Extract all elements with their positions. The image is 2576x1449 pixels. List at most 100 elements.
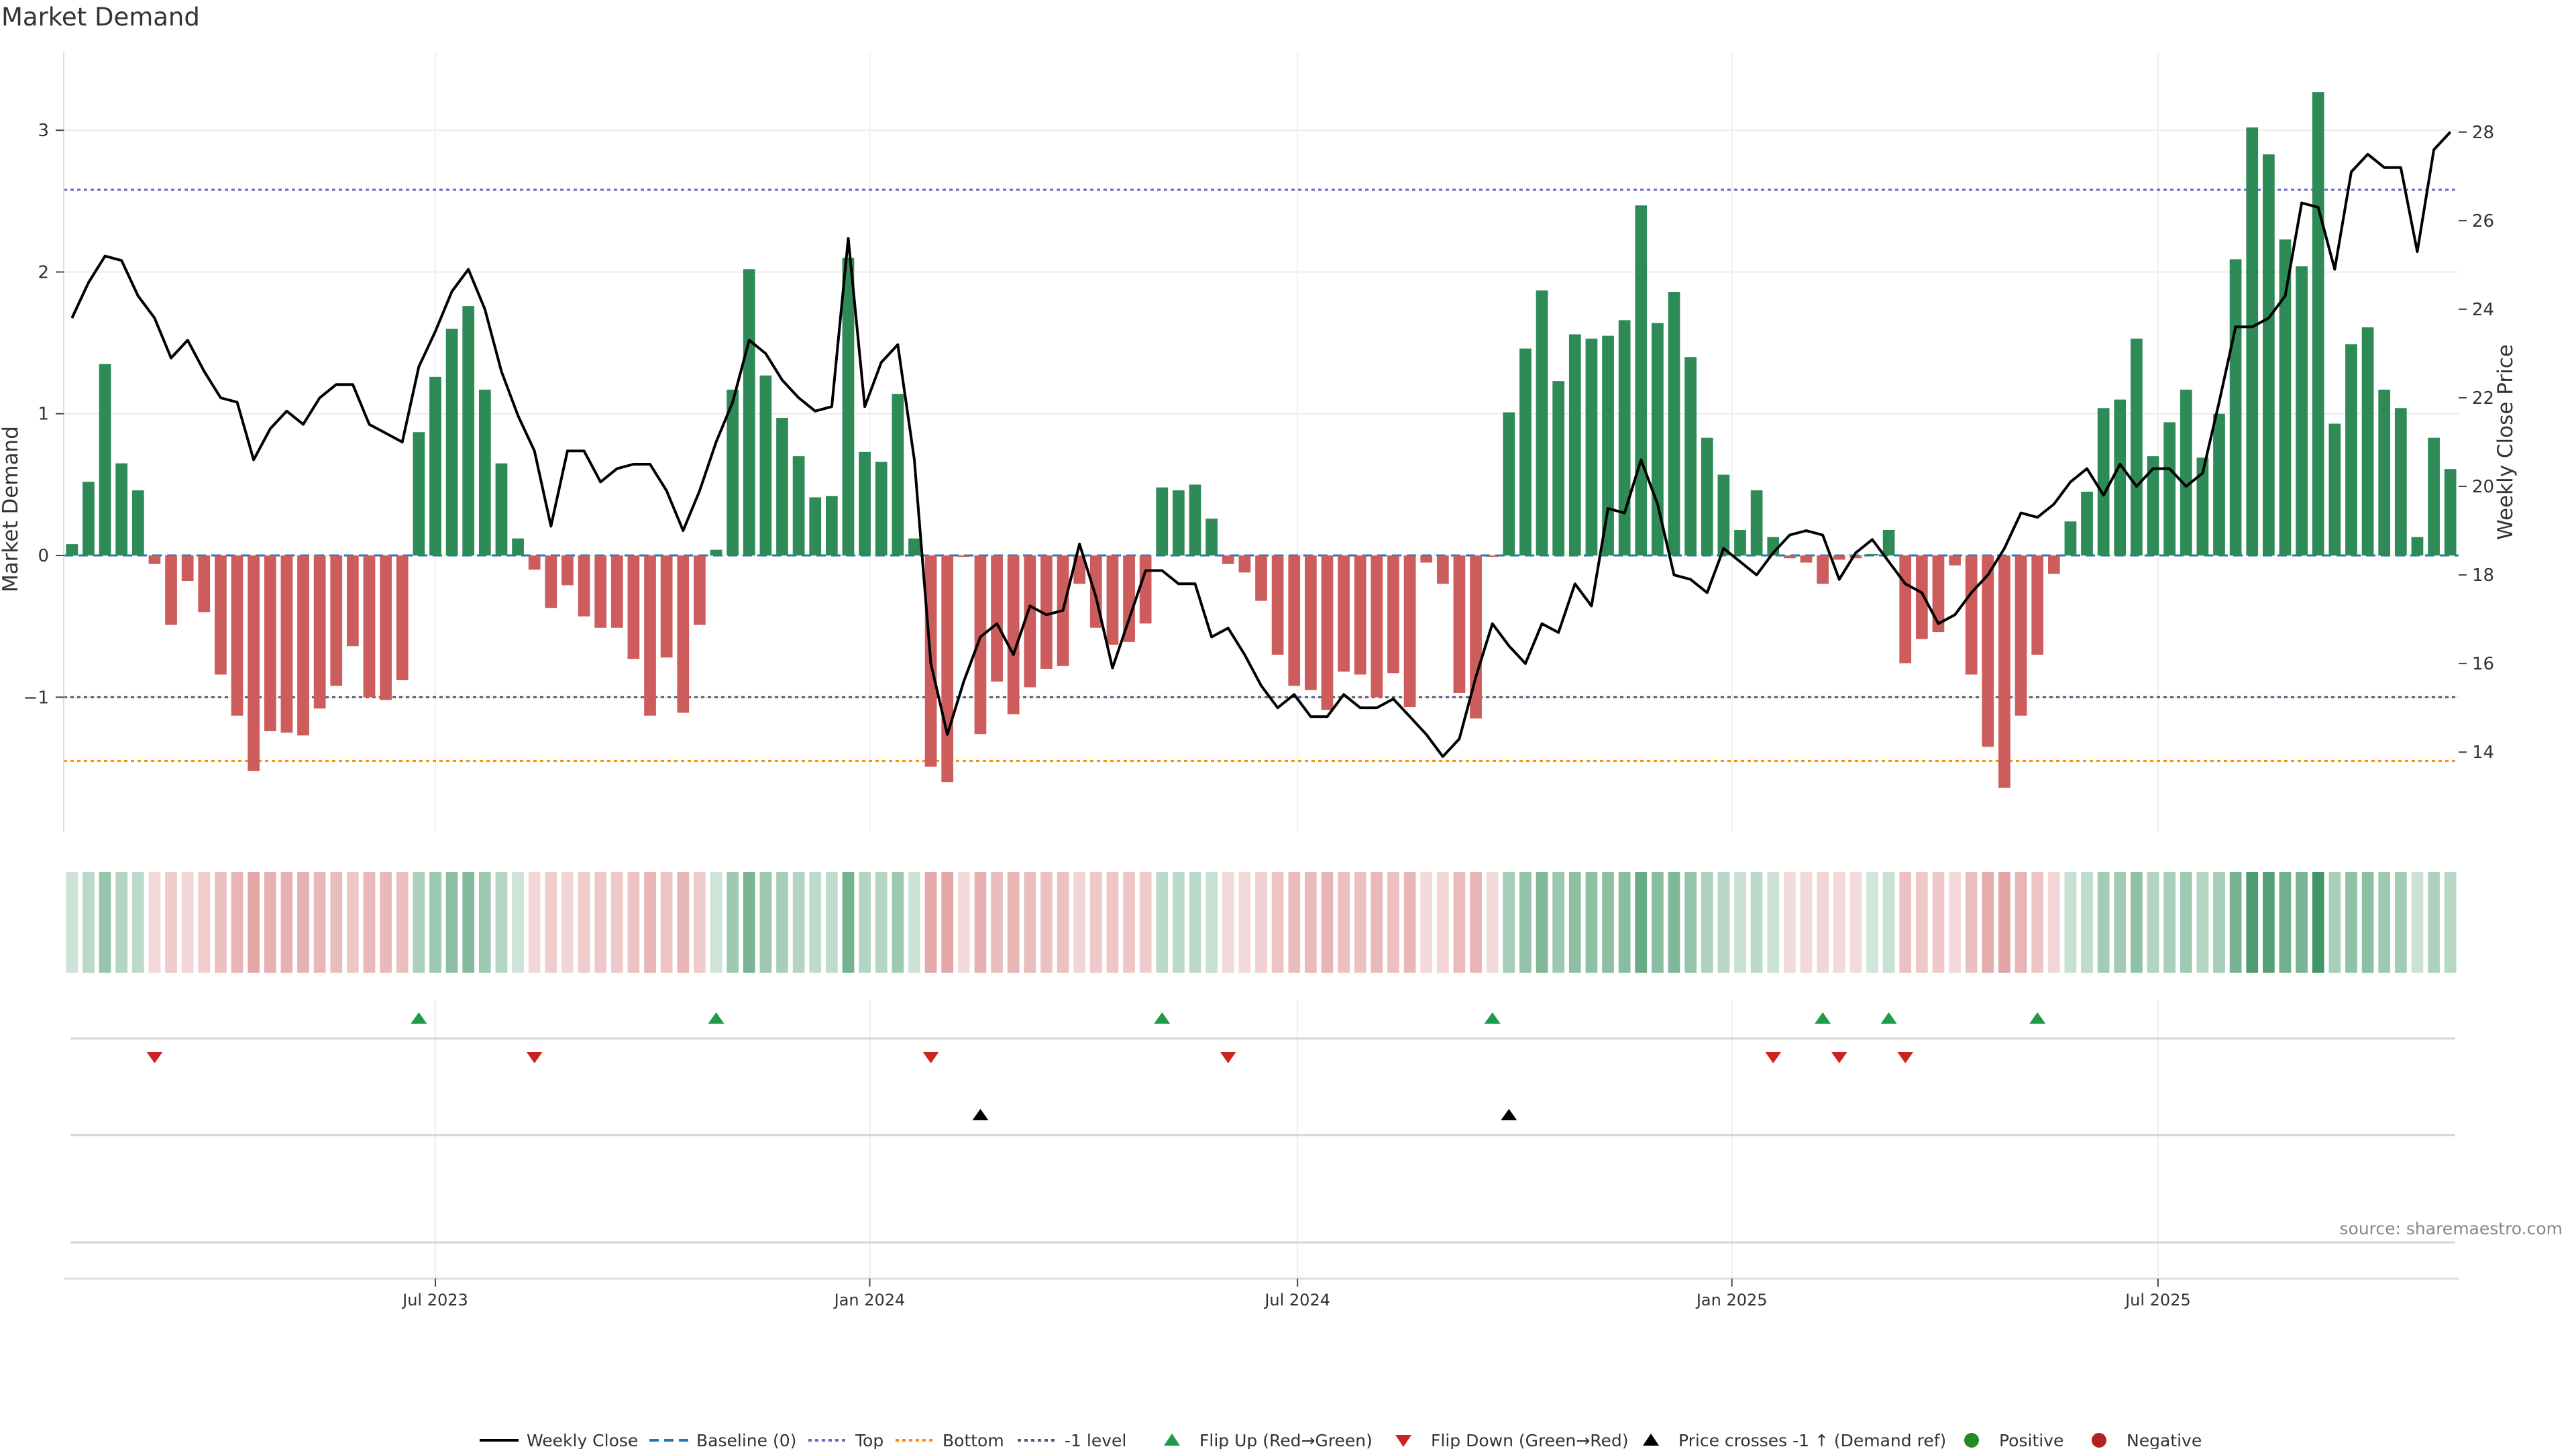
demand-bar xyxy=(561,555,574,586)
demand-bar xyxy=(1800,555,1813,563)
heat-cell xyxy=(1271,872,1284,973)
demand-bar xyxy=(2312,92,2324,556)
right-tick-label: 16 xyxy=(2472,654,2494,674)
demand-bar xyxy=(2131,338,2143,556)
demand-bar xyxy=(1486,555,1499,557)
demand-bar xyxy=(875,462,888,556)
x-tick-label: Jan 2024 xyxy=(833,1291,906,1309)
heat-cell xyxy=(1139,872,1152,973)
demand-bar xyxy=(694,555,706,625)
heat-cell xyxy=(1817,872,1829,973)
heat-cell xyxy=(1585,872,1598,973)
flip-up-marker xyxy=(708,1012,724,1024)
demand-bar xyxy=(594,555,607,628)
heat-cell xyxy=(66,872,78,973)
x-tick-label: Jul 2025 xyxy=(2124,1291,2191,1309)
demand-bar xyxy=(974,555,987,735)
demand-bar xyxy=(743,269,755,556)
demand-bar xyxy=(1453,555,1466,693)
heat-cell xyxy=(1783,872,1796,973)
heat-cell xyxy=(264,872,276,973)
heat-cell xyxy=(1189,872,1201,973)
demand-bar xyxy=(1288,555,1301,686)
demand-bar xyxy=(1618,320,1631,556)
chart-title: Market Demand xyxy=(1,3,200,32)
demand-bar xyxy=(545,555,557,608)
heat-cell xyxy=(1849,872,1862,973)
heat-cell xyxy=(2444,872,2457,973)
demand-bar xyxy=(2262,154,2275,556)
heat-cell xyxy=(1486,872,1499,973)
legend-label: Positive xyxy=(1999,1431,2063,1449)
heat-cell xyxy=(99,872,111,973)
demand-bar xyxy=(1338,555,1350,672)
legend-item: Negative xyxy=(2092,1431,2202,1449)
demand-bar xyxy=(413,432,425,556)
demand-bar xyxy=(892,394,904,556)
demand-bar xyxy=(842,258,855,556)
heat-cell xyxy=(396,872,409,973)
demand-bar xyxy=(1585,338,1598,556)
demand-bar xyxy=(198,555,211,612)
demand-bar xyxy=(66,544,78,556)
flip-down-marker xyxy=(1831,1052,1847,1063)
right-tick-label: 22 xyxy=(2472,388,2494,409)
heat-cell xyxy=(1436,872,1449,973)
demand-bar xyxy=(2015,555,2027,716)
demand-bar xyxy=(297,555,309,736)
heat-cell xyxy=(2279,872,2292,973)
heat-cell xyxy=(809,872,822,973)
left-tick-label: 2 xyxy=(38,262,49,282)
heat-cell xyxy=(131,872,144,973)
demand-bar xyxy=(512,538,524,556)
heat-cell xyxy=(1453,872,1466,973)
heat-cell xyxy=(462,872,475,973)
demand-bar xyxy=(941,555,954,783)
demand-bar xyxy=(1536,290,1548,556)
heat-cell xyxy=(578,872,590,973)
demand-bar xyxy=(1436,555,1449,584)
legend-item: Bottom xyxy=(896,1431,1004,1449)
demand-bar xyxy=(1470,555,1482,718)
demand-bar xyxy=(1238,555,1251,573)
flip-down-marker xyxy=(1765,1052,1782,1063)
heat-cell xyxy=(694,872,706,973)
demand-bar xyxy=(1668,292,1680,556)
demand-bar xyxy=(727,389,739,556)
demand-bar xyxy=(1750,490,1763,556)
heat-cell xyxy=(1734,872,1746,973)
flip-up-marker xyxy=(411,1012,427,1024)
demand-bar xyxy=(2246,127,2259,556)
demand-bar xyxy=(231,555,244,716)
heat-cell xyxy=(1717,872,1730,973)
heat-cell xyxy=(528,872,541,973)
demand-bar xyxy=(1371,555,1383,698)
legend-item: Baseline (0) xyxy=(649,1431,796,1449)
heat-cell xyxy=(627,872,640,973)
heat-cell xyxy=(2411,872,2424,973)
demand-bar xyxy=(2428,437,2440,556)
legend-item: Positive xyxy=(1964,1431,2063,1449)
demand-bar xyxy=(1123,555,1135,642)
demand-bar xyxy=(2097,408,2110,556)
demand-bar xyxy=(660,555,673,658)
heat-cell xyxy=(1668,872,1680,973)
demand-bar xyxy=(346,555,359,647)
heat-cell xyxy=(1238,872,1251,973)
demand-bar xyxy=(792,456,805,556)
heat-cell xyxy=(313,872,326,973)
heat-cell xyxy=(248,872,260,973)
heat-cell xyxy=(1040,872,1053,973)
legend-swatch-positive xyxy=(1964,1433,1979,1448)
demand-bar xyxy=(759,375,772,556)
demand-bar xyxy=(1106,555,1119,645)
heat-cell xyxy=(1205,872,1218,973)
heat-cell xyxy=(1519,872,1532,973)
demand-bar xyxy=(1189,484,1201,556)
flip-down-marker xyxy=(922,1052,939,1063)
heat-cell xyxy=(1932,872,1945,973)
heat-cell xyxy=(1882,872,1895,973)
heat-cell xyxy=(363,872,376,973)
heat-cell xyxy=(1338,872,1350,973)
heat-cell xyxy=(974,872,987,973)
